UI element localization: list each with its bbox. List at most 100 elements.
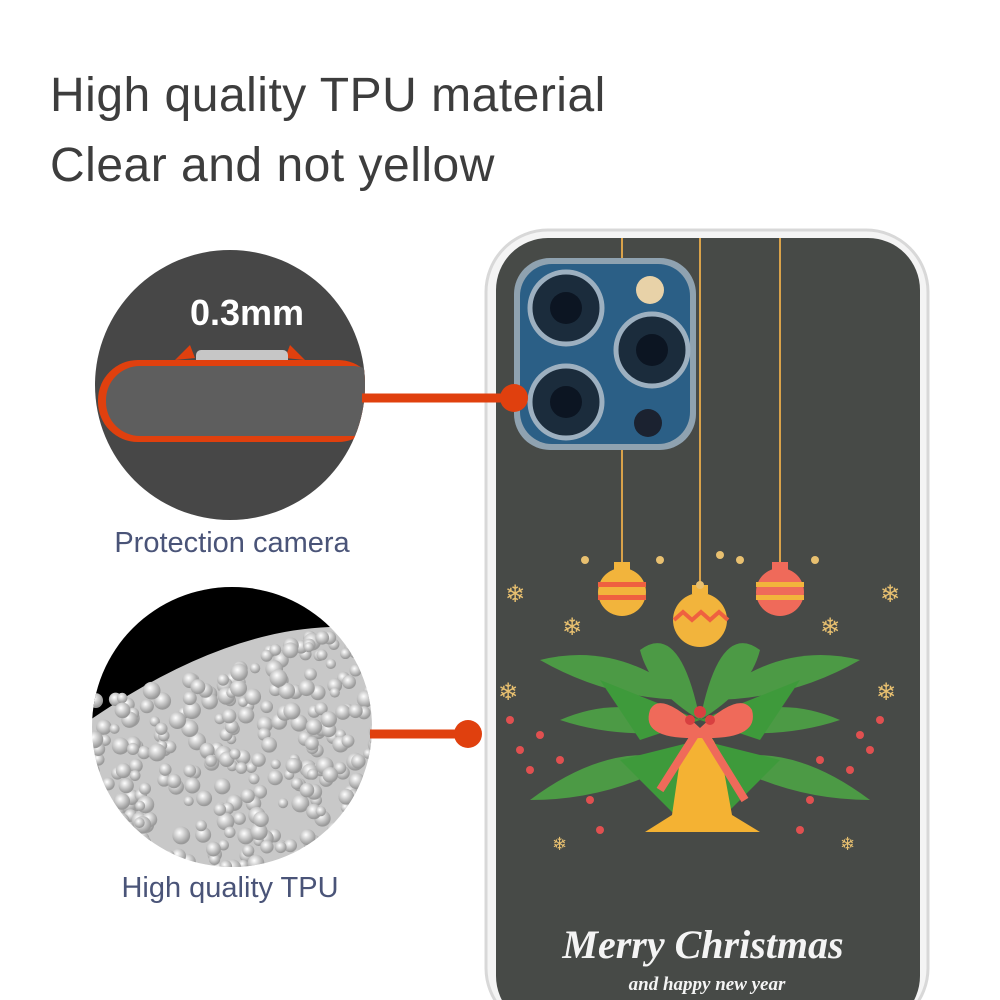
bead bbox=[168, 711, 187, 730]
bead bbox=[356, 690, 372, 708]
bead bbox=[278, 682, 296, 700]
bead bbox=[205, 841, 221, 857]
bead bbox=[92, 776, 96, 788]
bead bbox=[92, 831, 97, 843]
bead bbox=[314, 702, 328, 716]
bead bbox=[216, 812, 235, 831]
bead bbox=[291, 794, 310, 813]
christmas-artwork: ❄ ❄ ❄ ❄ ❄ ❄ ❄ ❄ Merry Christmas and happy ne… bbox=[498, 551, 900, 995]
bead bbox=[283, 702, 301, 720]
bead bbox=[137, 745, 151, 760]
bead bbox=[218, 839, 229, 851]
bead bbox=[184, 777, 201, 794]
bead bbox=[304, 736, 319, 751]
svg-text:❄: ❄ bbox=[552, 834, 567, 855]
bead bbox=[128, 758, 143, 773]
berry bbox=[856, 731, 864, 739]
bead bbox=[278, 798, 289, 809]
bead bbox=[363, 748, 372, 759]
bead bbox=[367, 775, 372, 788]
berry bbox=[716, 551, 724, 559]
bead bbox=[253, 784, 268, 799]
bead bbox=[299, 829, 316, 846]
bead bbox=[127, 838, 142, 852]
bead bbox=[213, 803, 227, 816]
bead bbox=[190, 679, 206, 695]
bead bbox=[101, 777, 115, 791]
berry bbox=[876, 716, 884, 724]
bead bbox=[329, 687, 340, 698]
bead bbox=[335, 704, 351, 720]
berry bbox=[736, 556, 744, 564]
berry bbox=[581, 556, 589, 564]
bead bbox=[158, 763, 172, 776]
bead bbox=[269, 669, 288, 688]
bead bbox=[348, 772, 366, 790]
bead bbox=[251, 752, 266, 767]
bead bbox=[92, 730, 104, 749]
bead bbox=[285, 757, 302, 774]
bead bbox=[295, 850, 314, 867]
bead bbox=[115, 763, 131, 779]
bead bbox=[116, 692, 128, 704]
berry bbox=[816, 756, 824, 764]
bead bbox=[354, 802, 372, 820]
berry bbox=[846, 766, 854, 774]
bead bbox=[315, 806, 326, 817]
svg-text:❄: ❄ bbox=[498, 678, 518, 706]
bead bbox=[195, 819, 207, 832]
bead bbox=[105, 841, 121, 856]
camera-module bbox=[514, 258, 696, 450]
bead bbox=[315, 630, 330, 645]
bead bbox=[248, 773, 260, 785]
bead bbox=[183, 764, 197, 778]
bead bbox=[299, 782, 315, 798]
bead bbox=[139, 699, 154, 714]
bead bbox=[325, 658, 337, 670]
bead bbox=[364, 846, 372, 859]
bead bbox=[148, 743, 166, 762]
bead bbox=[153, 860, 166, 867]
bead bbox=[92, 762, 100, 779]
bead bbox=[260, 840, 274, 854]
bead bbox=[183, 701, 201, 720]
bead bbox=[118, 777, 134, 794]
bead bbox=[350, 835, 367, 852]
bead bbox=[113, 793, 131, 810]
bead bbox=[301, 853, 316, 867]
bead bbox=[260, 700, 274, 714]
bead bbox=[339, 821, 356, 838]
berry bbox=[596, 826, 604, 834]
bead bbox=[230, 679, 248, 697]
bead bbox=[342, 675, 356, 689]
bead bbox=[181, 719, 199, 738]
svg-text:❄: ❄ bbox=[876, 678, 896, 706]
berry bbox=[796, 826, 804, 834]
bead bbox=[152, 850, 164, 862]
happy-new-year-subtitle: and happy new year bbox=[629, 974, 786, 995]
thickness-label: 0.3mm bbox=[190, 292, 304, 333]
berry bbox=[526, 766, 534, 774]
bead bbox=[196, 790, 213, 807]
berry bbox=[556, 756, 564, 764]
bead bbox=[351, 754, 366, 769]
headline-line-1: High quality TPU material bbox=[50, 69, 606, 122]
bead bbox=[114, 702, 131, 719]
bead bbox=[113, 812, 130, 830]
bead bbox=[92, 857, 105, 867]
bead bbox=[348, 703, 363, 719]
berry bbox=[811, 556, 819, 564]
bead bbox=[161, 854, 180, 867]
svg-text:❄: ❄ bbox=[505, 580, 525, 608]
bead bbox=[253, 811, 269, 828]
headline-line-2: Clear and not yellow bbox=[50, 139, 495, 192]
bead bbox=[121, 835, 136, 850]
bead bbox=[219, 860, 233, 867]
bead bbox=[92, 693, 104, 709]
bead bbox=[107, 854, 120, 867]
tpu-material-callout bbox=[92, 587, 482, 867]
bead bbox=[326, 821, 344, 839]
bead bbox=[316, 649, 328, 661]
bead bbox=[322, 766, 339, 783]
